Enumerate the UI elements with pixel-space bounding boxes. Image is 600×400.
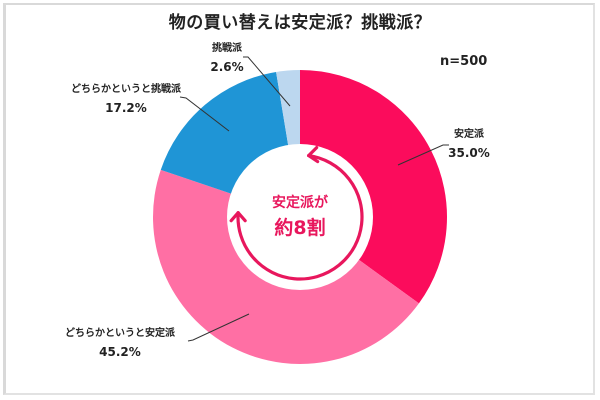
- label-stable-pct: 35.0%: [448, 146, 490, 160]
- cycle-arrow-icon: [229, 146, 364, 281]
- label-stable-name: 安定派: [454, 129, 484, 140]
- leader-line-somewhat-stable: [187, 313, 250, 342]
- chart-title: 物の買い替えは安定派？挑戦派？: [168, 13, 432, 33]
- donut-segment: [300, 70, 448, 304]
- leader-line-stable: [397, 144, 449, 166]
- leader-line-somewhat-challenge: [179, 96, 230, 132]
- label-somewhat-stable-name: どちらかというと安定派: [65, 328, 175, 339]
- label-challenge-pct: 2.6%: [210, 60, 244, 74]
- leader-lines: [179, 56, 449, 342]
- donut-hole: [227, 144, 373, 290]
- label-somewhat-stable-pct: 45.2%: [99, 345, 141, 359]
- label-somewhat-stable: どちらかというと安定派 45.2%: [50, 327, 190, 360]
- label-somewhat-challenge: どちらかというと挑戦派 17.2%: [70, 83, 182, 116]
- sample-size-label: n=500: [440, 54, 488, 69]
- label-somewhat-challenge-pct: 17.2%: [105, 101, 147, 115]
- leader-line-challenge: [243, 56, 291, 107]
- label-challenge: 挑戦派 2.6%: [205, 42, 249, 75]
- center-message-line1: 安定派が: [272, 195, 328, 211]
- label-challenge-name: 挑戦派: [212, 43, 242, 54]
- label-somewhat-challenge-name: どちらかというと挑戦派: [71, 84, 181, 95]
- label-stable: 安定派 35.0%: [444, 128, 494, 161]
- center-message-line2: 約8割: [274, 217, 326, 239]
